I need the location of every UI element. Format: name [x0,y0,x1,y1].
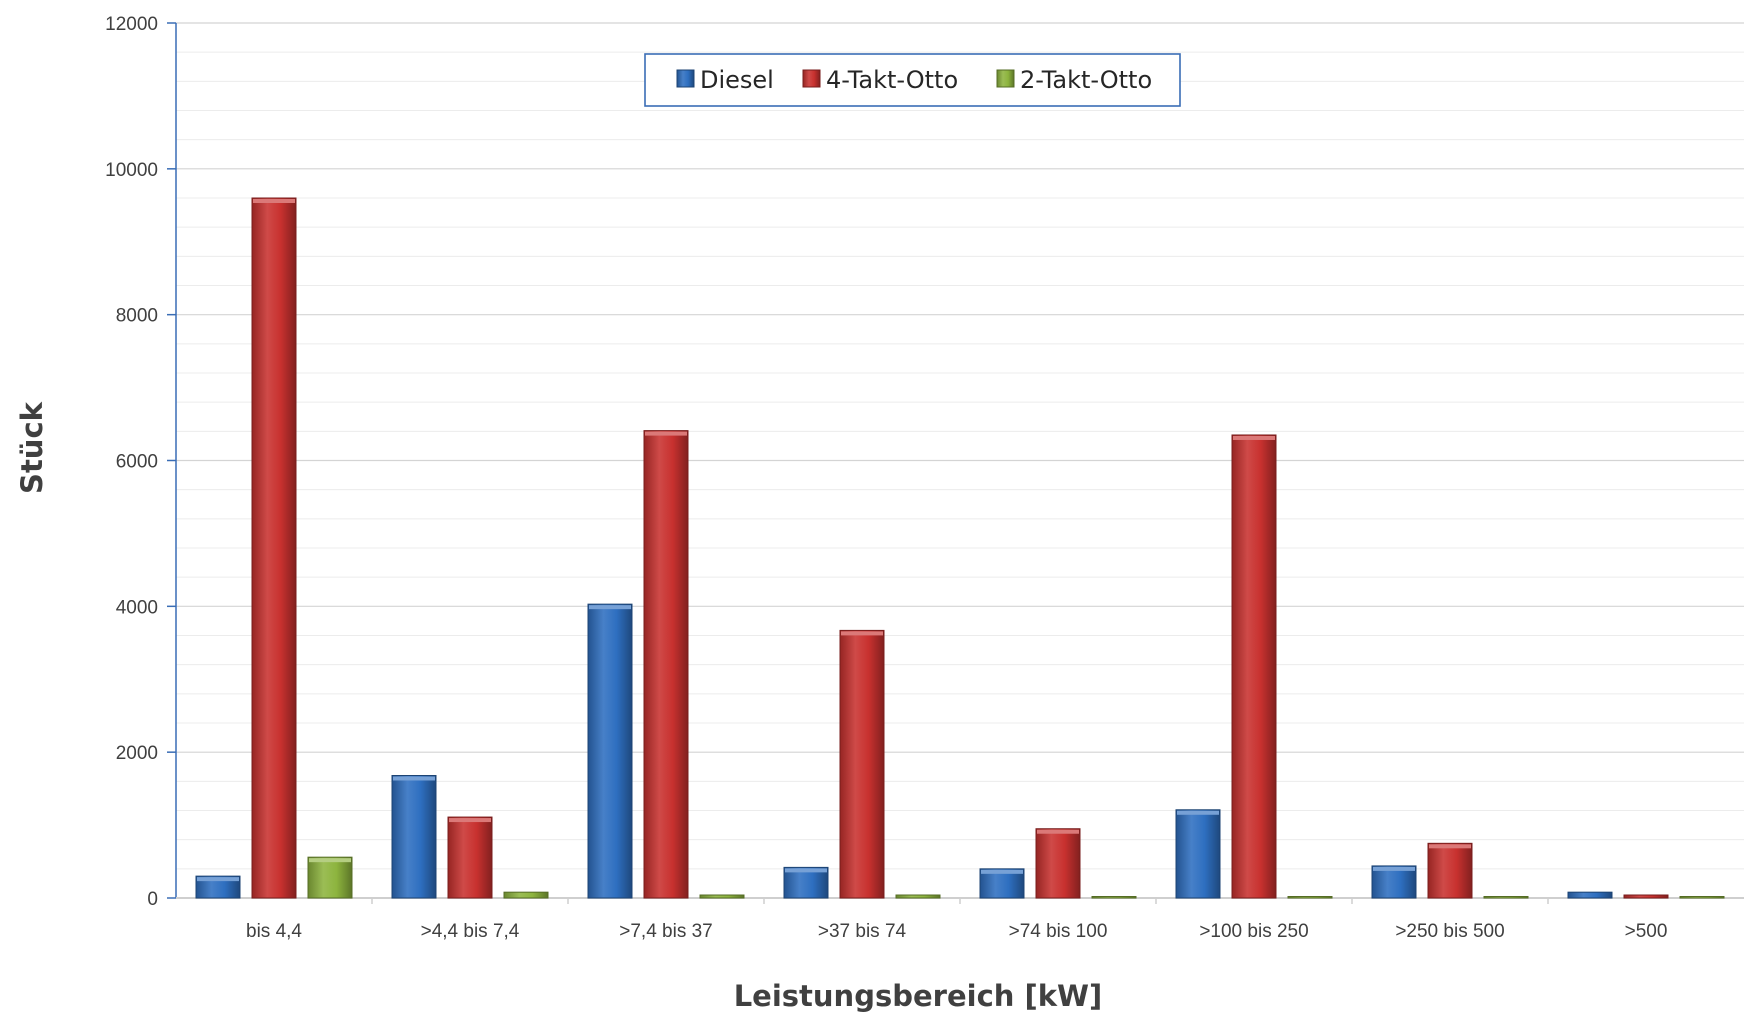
bar-2-takt-otto-1 [307,856,353,899]
bar-highlight [645,431,687,436]
axes [167,22,1744,904]
y-tick-label: 10000 [105,160,158,181]
bar-highlight [449,818,491,823]
legend-label-2-takt-otto: 2-Takt-Otto [1020,66,1152,94]
y-tick-label: 2000 [116,743,158,764]
bar-2-takt-otto-3 [699,894,745,899]
bar-diesel-7 [1371,865,1417,899]
bar-diesel-8 [1567,891,1613,899]
y-tick-label: 4000 [116,597,158,618]
bar-4-takt-otto-7 [1427,842,1473,899]
x-tick-label: >250 bis 500 [1395,921,1504,942]
bar-2-takt-otto-7 [1483,896,1529,899]
x-tick-label: >74 bis 100 [1009,921,1108,942]
bar-4-takt-otto-3 [643,430,689,899]
y-axis-title: Stück [15,401,49,494]
bar-highlight [197,877,239,882]
bar-highlight [1429,844,1471,849]
bar-4-takt-otto-8 [1623,894,1669,899]
tick-labels: 0 2000 4000 6000 8000 10000 12000 bis 4,4 >4,4 b… [105,14,1667,942]
bar-4-takt-otto-2 [447,816,493,899]
x-tick-label: >37 bis 74 [818,921,907,942]
x-tick-label: >4,4 bis 7,4 [421,921,520,942]
x-tick-label: bis 4,4 [246,921,302,942]
bar-highlight [841,631,883,636]
bar-highlight [1177,810,1219,815]
bar-2-takt-otto-4 [895,894,941,899]
gridlines [176,22,1744,870]
y-tick-label: 6000 [116,452,158,473]
x-axis-title: Leistungsbereich [kW] [734,979,1103,1013]
bar-4-takt-otto-5 [1035,828,1081,899]
bar-diesel-6 [1175,809,1221,899]
bar-diesel-2 [391,775,437,899]
x-tick-label: >100 bis 250 [1199,921,1308,942]
bar-2-takt-otto-8 [1679,896,1725,899]
bar-4-takt-otto-1 [251,197,297,899]
legend-label-4-takt-otto: 4-Takt-Otto [826,66,958,94]
bar-highlight [589,605,631,610]
bar-highlight [981,869,1023,874]
bar-4-takt-otto-6 [1231,434,1277,899]
legend-swatch-2-takt-otto [996,69,1015,88]
bar-2-takt-otto-2 [503,891,549,899]
x-tick-label: >500 [1625,921,1668,942]
y-tick-label: 12000 [105,14,158,35]
legend-swatch-4-takt-otto [802,69,821,88]
bar-highlight [1037,829,1079,834]
bar-diesel-1 [195,875,241,899]
legend-swatch-diesel [676,69,695,88]
legend: Diesel 4-Takt-Otto 2-Takt-Otto [644,53,1181,107]
bar-2-takt-otto-5 [1091,896,1137,899]
bar-highlight [1233,435,1275,440]
bar-highlight [309,858,351,863]
bar-highlight [393,776,435,781]
x-tick-label: >7,4 bis 37 [619,921,713,942]
bar-highlight [253,199,295,203]
legend-box [644,53,1181,107]
bars [195,197,1725,899]
legend-label-diesel: Diesel [700,66,774,94]
bar-2-takt-otto-6 [1287,896,1333,899]
bar-diesel-3 [587,603,633,899]
bar-4-takt-otto-4 [839,629,885,899]
y-tick-label: 0 [147,889,158,910]
bar-diesel-4 [783,866,829,899]
bar-highlight [785,868,827,873]
y-tick-label: 8000 [116,306,158,327]
bar-highlight [1373,866,1415,871]
